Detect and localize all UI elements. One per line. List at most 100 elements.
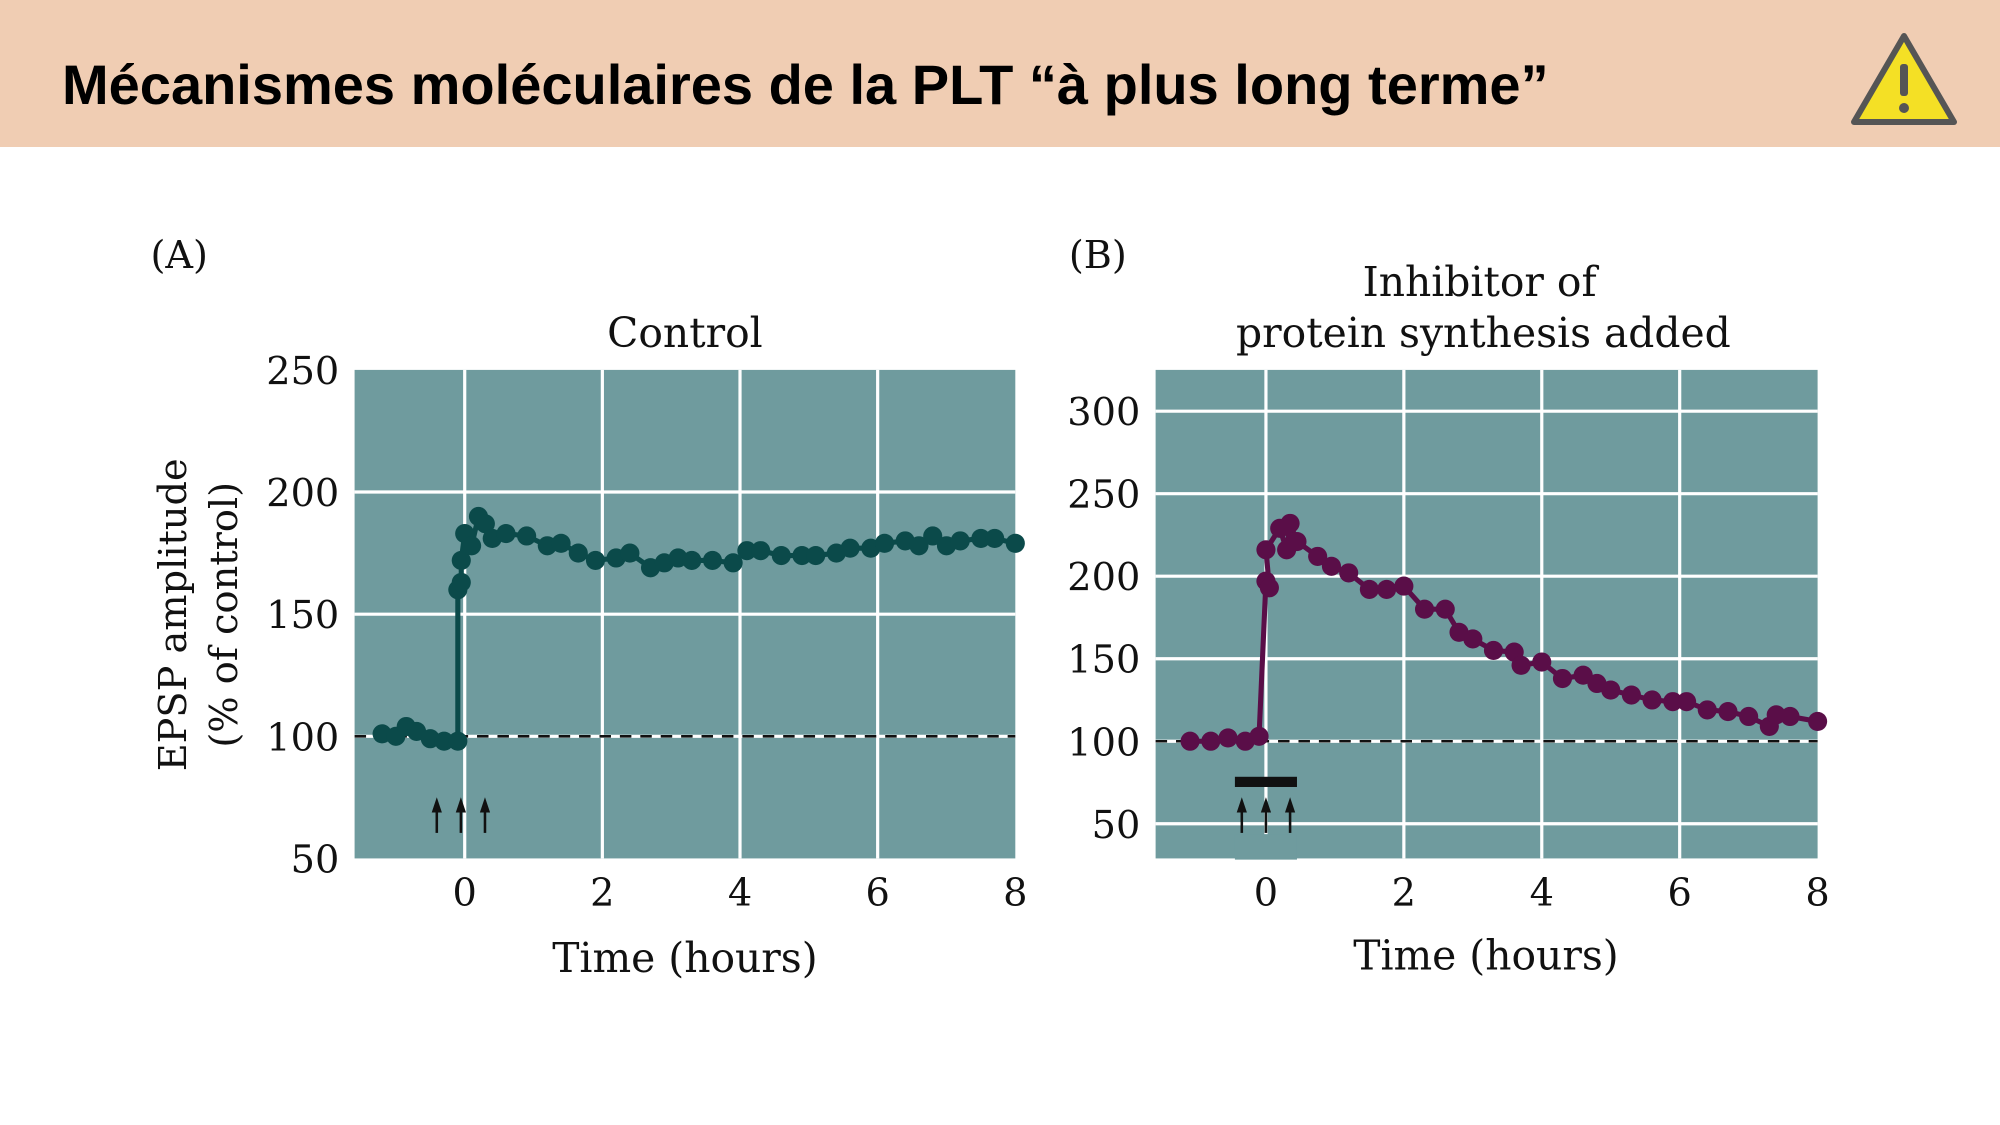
data-point bbox=[1308, 546, 1328, 566]
data-point bbox=[1249, 726, 1269, 746]
data-point bbox=[1739, 706, 1759, 727]
data-point bbox=[806, 545, 826, 566]
chart-a-xlabel: Time (hours) bbox=[552, 934, 817, 982]
data-point bbox=[1414, 599, 1435, 619]
data-point bbox=[1005, 533, 1025, 553]
data-point bbox=[1463, 629, 1483, 649]
chart-a-ylabel: EPSP amplitude bbox=[151, 458, 196, 771]
data-point bbox=[551, 533, 571, 553]
x-tick-label: 0 bbox=[1254, 871, 1278, 916]
data-point bbox=[451, 550, 471, 570]
warning-icon bbox=[1851, 33, 1957, 125]
x-tick-label: 0 bbox=[453, 871, 477, 916]
data-point bbox=[1677, 692, 1697, 712]
data-point bbox=[1201, 731, 1221, 751]
x-tick-label: 4 bbox=[728, 871, 752, 916]
data-point bbox=[950, 531, 970, 551]
data-point bbox=[568, 543, 588, 563]
panel-label-a: (A) bbox=[151, 233, 208, 278]
chart-a: (A) Control Time (hours) EPSP amplitude … bbox=[151, 233, 1028, 982]
chart-b-title-line1: Inhibitor of bbox=[1363, 258, 1600, 306]
data-point bbox=[723, 553, 743, 573]
data-point bbox=[1394, 576, 1414, 596]
data-point bbox=[462, 536, 482, 556]
y-tick-label: 150 bbox=[1067, 638, 1140, 683]
chart-a-title: Control bbox=[607, 309, 763, 357]
chart-b-xlabel: Time (hours) bbox=[1353, 931, 1618, 979]
data-point bbox=[971, 528, 991, 549]
y-tick-label: 250 bbox=[1067, 473, 1140, 518]
stimulus-arrowhead bbox=[479, 797, 491, 813]
data-point bbox=[1642, 690, 1662, 710]
x-tick-label: 4 bbox=[1530, 871, 1554, 916]
chart-a-ylabel-unit: (% of control) bbox=[202, 482, 247, 748]
data-point bbox=[1573, 665, 1593, 685]
data-point bbox=[1532, 652, 1552, 672]
stimulus-arrowhead bbox=[1284, 797, 1296, 813]
stimulus-arrowhead bbox=[1260, 797, 1272, 813]
data-point bbox=[434, 731, 454, 751]
data-point bbox=[1180, 731, 1200, 751]
y-tick-label: 50 bbox=[1092, 803, 1141, 848]
data-point bbox=[585, 550, 606, 570]
y-tick-label: 50 bbox=[291, 837, 340, 882]
data-point bbox=[1256, 540, 1276, 560]
stimulus-arrowhead bbox=[431, 797, 442, 813]
x-tick-label: 6 bbox=[865, 871, 889, 916]
x-tick-label: 6 bbox=[1668, 871, 1692, 916]
x-tick-label: 2 bbox=[1392, 871, 1416, 916]
data-point bbox=[985, 528, 1005, 549]
x-tick-label: 8 bbox=[1003, 871, 1027, 916]
slide-title: Mécanismes moléculaires de la PLT “à plu… bbox=[62, 53, 1549, 116]
data-point bbox=[1435, 599, 1455, 619]
data-point bbox=[1339, 563, 1359, 583]
chart-b: (B) Inhibitor of protein synthesis added… bbox=[1067, 233, 1829, 980]
arrow-gap bbox=[1234, 834, 1297, 860]
data-point bbox=[909, 536, 929, 556]
panel-label-b: (B) bbox=[1069, 233, 1127, 278]
y-tick-label: 100 bbox=[266, 715, 339, 760]
stimulus-arrowhead bbox=[1236, 797, 1247, 813]
data-point bbox=[1808, 711, 1828, 732]
data-point bbox=[1287, 531, 1307, 552]
data-point bbox=[923, 526, 943, 546]
stimulus-arrowhead bbox=[455, 797, 466, 813]
y-tick-label: 100 bbox=[1067, 720, 1140, 765]
data-point bbox=[1377, 579, 1397, 599]
data-point bbox=[1259, 578, 1279, 598]
data-point bbox=[496, 523, 516, 544]
data-point bbox=[1663, 692, 1683, 712]
data-point bbox=[448, 731, 468, 751]
data-point bbox=[840, 538, 860, 558]
inhibitor-bar bbox=[1234, 776, 1297, 787]
data-point bbox=[1511, 655, 1531, 675]
data-point bbox=[1280, 513, 1300, 533]
data-point bbox=[1552, 668, 1573, 689]
data-point bbox=[451, 572, 471, 592]
data-point bbox=[1321, 556, 1342, 576]
chart-b-title-line2: protein synthesis added bbox=[1236, 309, 1731, 357]
data-point bbox=[771, 545, 791, 566]
x-tick-label: 8 bbox=[1805, 871, 1829, 916]
data-point bbox=[1601, 680, 1621, 700]
x-tick-label: 2 bbox=[590, 871, 614, 916]
data-point bbox=[517, 526, 537, 546]
data-point bbox=[874, 533, 895, 553]
data-point bbox=[1218, 728, 1238, 748]
data-point bbox=[737, 541, 757, 561]
data-point bbox=[1718, 701, 1738, 722]
y-tick-label: 300 bbox=[1067, 390, 1140, 435]
y-tick-label: 250 bbox=[266, 349, 339, 394]
data-point bbox=[1780, 706, 1800, 727]
data-point bbox=[1483, 640, 1504, 661]
data-point bbox=[682, 550, 702, 570]
data-point bbox=[475, 514, 495, 534]
data-point bbox=[1621, 685, 1641, 705]
data-point bbox=[792, 545, 812, 566]
y-tick-label: 200 bbox=[1067, 555, 1140, 600]
data-point bbox=[751, 541, 771, 561]
data-point bbox=[1697, 700, 1717, 720]
data-point bbox=[1359, 579, 1379, 599]
title-banner bbox=[0, 0, 2000, 147]
